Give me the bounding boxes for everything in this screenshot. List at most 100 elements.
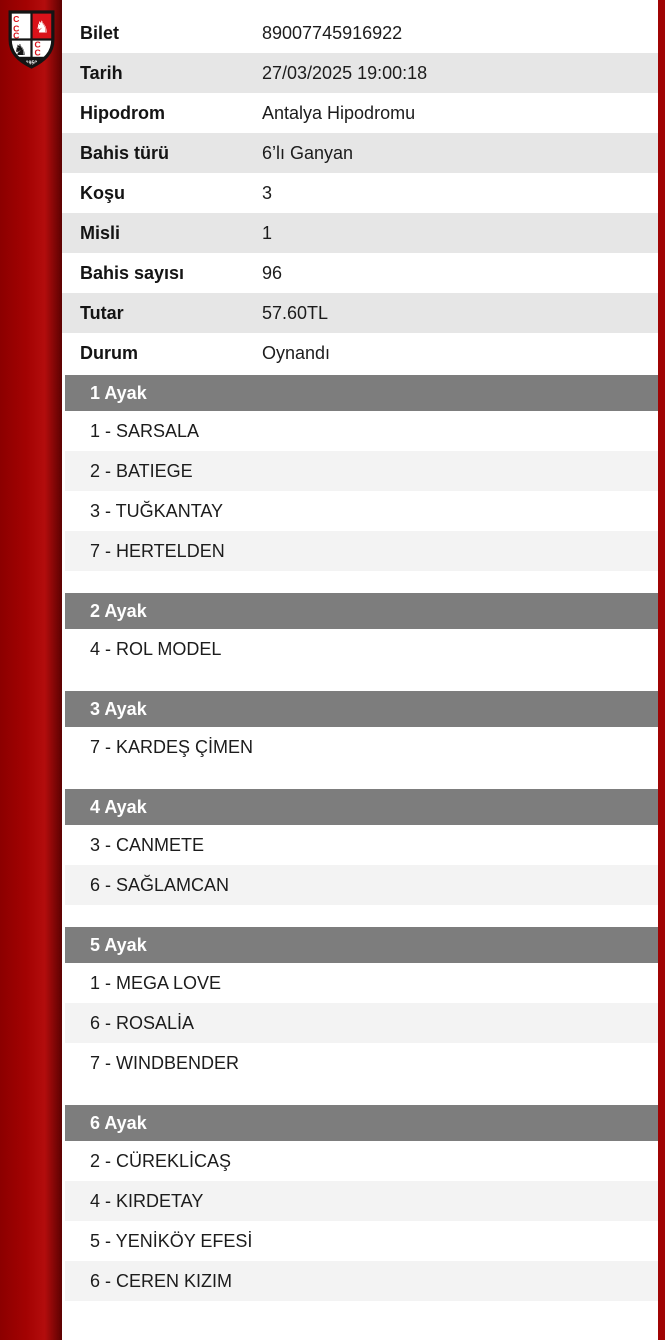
info-value: Antalya Hipodromu xyxy=(262,102,416,123)
info-row: Bahis türü 6’lı Ganyan xyxy=(62,133,658,173)
legs-list: 1 Ayak 1 - SARSALA 2 - BATIEGE 3 - TUĞKA… xyxy=(62,375,658,1301)
right-border xyxy=(658,0,665,1340)
horse-label: 3 - TUĞKANTAY xyxy=(90,500,224,521)
horse-label: 7 - HERTELDEN xyxy=(90,540,225,561)
horse-row: 6 - SAĞLAMCAN xyxy=(65,865,658,905)
svg-text:C: C xyxy=(13,14,19,24)
club-crest-logo: C C C C C ♞ ♞ 1950 xyxy=(8,10,55,69)
horse-row: 6 - CEREN KIZIM xyxy=(65,1261,658,1301)
info-row: Misli 1 xyxy=(62,213,658,253)
horse-row: 2 - CÜREKLİCAŞ xyxy=(65,1141,658,1181)
info-label: Bilet xyxy=(80,22,120,43)
svg-text:C: C xyxy=(13,23,19,33)
info-row: Tarih 27/03/2025 19:00:18 xyxy=(62,53,658,93)
info-value: 6’lı Ganyan xyxy=(262,142,354,163)
horse-row: 6 - ROSALİA xyxy=(65,1003,658,1043)
info-row: Durum Oynandı xyxy=(62,333,658,373)
info-label: Hipodrom xyxy=(80,102,165,123)
leg-header: 4 Ayak xyxy=(65,789,658,825)
leg-items: 1 - MEGA LOVE 6 - ROSALİA 7 - WINDBENDER xyxy=(65,963,658,1083)
svg-text:C: C xyxy=(34,47,40,57)
leg-section: 5 Ayak 1 - MEGA LOVE 6 - ROSALİA 7 - WIN… xyxy=(65,927,658,1083)
horse-row: 1 - SARSALA xyxy=(65,411,658,451)
leg-title: 2 Ayak xyxy=(90,600,147,621)
horse-label: 2 - CÜREKLİCAŞ xyxy=(90,1150,232,1171)
info-value: 57.60TL xyxy=(262,302,329,323)
info-row: Tutar 57.60TL xyxy=(62,293,658,333)
info-row: Bilet 89007745916922 xyxy=(62,13,658,53)
horse-label: 4 - KIRDETAY xyxy=(90,1190,204,1211)
horse-label: 1 - SARSALA xyxy=(90,420,200,441)
leg-section: 3 Ayak 7 - KARDEŞ ÇİMEN xyxy=(65,691,658,767)
horse-label: 6 - CEREN KIZIM xyxy=(90,1270,233,1291)
crest-base xyxy=(10,56,53,67)
crest-quarter-red xyxy=(31,12,53,40)
leg-items: 1 - SARSALA 2 - BATIEGE 3 - TUĞKANTAY 7 … xyxy=(65,411,658,571)
horse-label: 6 - SAĞLAMCAN xyxy=(90,874,230,895)
horse-label: 2 - BATIEGE xyxy=(90,460,193,481)
horse-label: 1 - MEGA LOVE xyxy=(90,972,222,993)
leg-section: 6 Ayak 2 - CÜREKLİCAŞ 4 - KIRDETAY 5 - Y… xyxy=(65,1105,658,1301)
leg-section: 2 Ayak 4 - ROL MODEL xyxy=(65,593,658,669)
horse-row: 3 - TUĞKANTAY xyxy=(65,491,658,531)
horse-row: 2 - BATIEGE xyxy=(65,451,658,491)
horse-label: 3 - CANMETE xyxy=(90,834,205,855)
leg-header: 3 Ayak xyxy=(65,691,658,727)
info-label: Durum xyxy=(80,342,138,363)
info-label: Bahis türü xyxy=(80,142,170,163)
leg-section: 1 Ayak 1 - SARSALA 2 - BATIEGE 3 - TUĞKA… xyxy=(65,375,658,571)
horse-row: 1 - MEGA LOVE xyxy=(65,963,658,1003)
info-row: Hipodrom Antalya Hipodromu xyxy=(62,93,658,133)
horse-label: 5 - YENİKÖY EFESİ xyxy=(90,1230,253,1251)
horse-row: 5 - YENİKÖY EFESİ xyxy=(65,1221,658,1261)
leg-header: 5 Ayak xyxy=(65,927,658,963)
leg-items: 4 - ROL MODEL xyxy=(65,629,658,669)
horse-row: 7 - KARDEŞ ÇİMEN xyxy=(65,727,658,767)
leg-items: 3 - CANMETE 6 - SAĞLAMCAN xyxy=(65,825,658,905)
info-label: Bahis sayısı xyxy=(80,262,185,283)
horse-row: 4 - KIRDETAY xyxy=(65,1181,658,1221)
leg-header: 2 Ayak xyxy=(65,593,658,629)
info-row: Koşu 3 xyxy=(62,173,658,213)
info-label: Tutar xyxy=(80,302,124,323)
info-label: Tarih xyxy=(80,62,123,83)
horse-row: 4 - ROL MODEL xyxy=(65,629,658,669)
horse-row: 7 - HERTELDEN xyxy=(65,531,658,571)
info-value: 27/03/2025 19:00:18 xyxy=(262,62,428,83)
horse-label: 4 - ROL MODEL xyxy=(90,638,222,659)
info-value: 96 xyxy=(262,262,283,283)
leg-title: 1 Ayak xyxy=(90,382,147,403)
leg-items: 2 - CÜREKLİCAŞ 4 - KIRDETAY 5 - YENİKÖY … xyxy=(65,1141,658,1301)
horseshoe-icon: C C C C C xyxy=(13,14,41,57)
ticket-detail: Bilet 89007745916922 Tarih 27/03/2025 19… xyxy=(62,0,658,1340)
crest-year: 1950 xyxy=(26,60,38,66)
info-value: 89007745916922 xyxy=(262,22,403,43)
info-label: Koşu xyxy=(80,182,125,203)
leg-title: 3 Ayak xyxy=(90,698,147,719)
horse-head-icon: ♞ xyxy=(13,41,27,59)
horse-row: 7 - WINDBENDER xyxy=(65,1043,658,1083)
horse-label: 6 - ROSALİA xyxy=(90,1012,195,1033)
info-value: 3 xyxy=(262,182,273,203)
leg-header: 6 Ayak xyxy=(65,1105,658,1141)
leg-items: 7 - KARDEŞ ÇİMEN xyxy=(65,727,658,767)
sidebar: C C C C C ♞ ♞ 1950 xyxy=(0,0,62,1340)
leg-title: 6 Ayak xyxy=(90,1112,147,1133)
info-value: 1 xyxy=(262,222,273,243)
svg-text:C: C xyxy=(34,40,40,50)
info-row: Bahis sayısı 96 xyxy=(62,253,658,293)
horse-label: 7 - KARDEŞ ÇİMEN xyxy=(90,736,254,757)
leg-title: 4 Ayak xyxy=(90,796,147,817)
info-label: Misli xyxy=(80,222,121,243)
leg-header: 1 Ayak xyxy=(65,375,658,411)
leg-section: 4 Ayak 3 - CANMETE 6 - SAĞLAMCAN xyxy=(65,789,658,905)
horse-label: 7 - WINDBENDER xyxy=(90,1052,240,1073)
horse-head-icon: ♞ xyxy=(35,17,50,36)
ticket-info-table: Bilet 89007745916922 Tarih 27/03/2025 19… xyxy=(62,13,658,373)
svg-text:C: C xyxy=(13,30,19,40)
info-value: Oynandı xyxy=(262,342,331,363)
leg-title: 5 Ayak xyxy=(90,934,147,955)
horse-row: 3 - CANMETE xyxy=(65,825,658,865)
crest-border xyxy=(8,10,55,69)
